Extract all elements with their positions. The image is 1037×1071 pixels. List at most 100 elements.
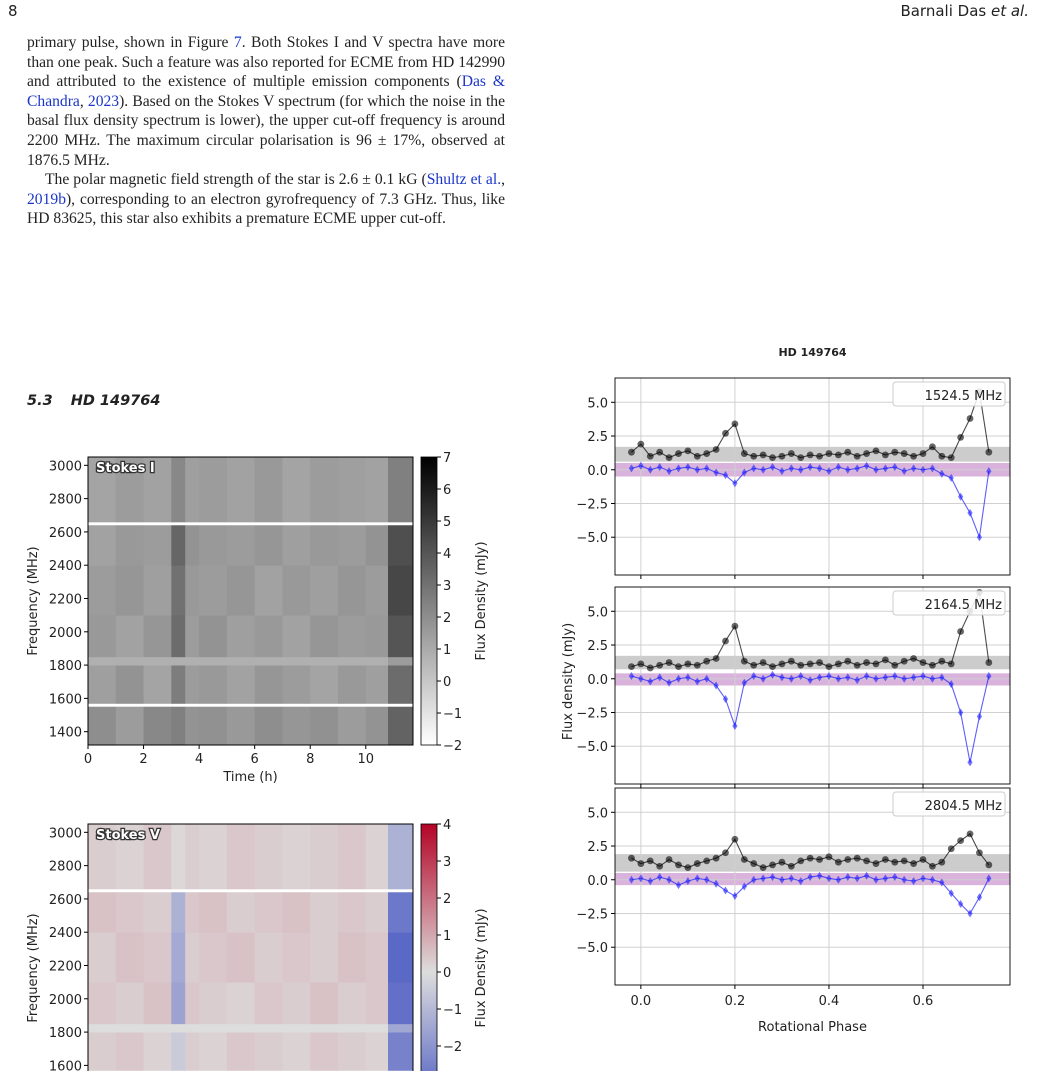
data-point bbox=[911, 464, 917, 473]
heatmap-cell bbox=[226, 892, 256, 933]
data-point bbox=[911, 673, 917, 682]
data-point bbox=[628, 663, 635, 671]
data-point bbox=[722, 429, 729, 437]
data-point bbox=[919, 659, 927, 666]
data-point bbox=[665, 856, 673, 863]
citation-link[interactable]: Shultz et al. bbox=[426, 171, 502, 189]
data-point bbox=[947, 660, 955, 668]
heatmap-cell bbox=[282, 1032, 311, 1071]
y-tick-label: 1800 bbox=[49, 659, 82, 674]
heatmap-cell bbox=[171, 457, 186, 523]
data-point bbox=[881, 656, 889, 664]
data-point bbox=[863, 461, 870, 470]
chart-title: HD 149764 bbox=[778, 346, 846, 359]
citation-link[interactable]: 2023 bbox=[87, 92, 120, 110]
colorbar bbox=[420, 823, 438, 1071]
data-point bbox=[712, 655, 720, 662]
data-point bbox=[938, 657, 946, 665]
citation-link[interactable]: 7 bbox=[233, 34, 242, 51]
citation-link[interactable]: 2019b bbox=[27, 190, 66, 208]
data-point bbox=[873, 875, 879, 884]
data-point bbox=[825, 663, 833, 671]
data-point bbox=[712, 854, 720, 862]
heatmap-cell bbox=[185, 1023, 200, 1033]
panel-label: Stokes V bbox=[96, 828, 160, 843]
x-tick-label: 4 bbox=[195, 752, 203, 767]
data-point bbox=[797, 857, 805, 865]
data-point bbox=[816, 673, 823, 682]
data-point bbox=[976, 849, 983, 857]
heatmap-cell bbox=[88, 457, 117, 523]
data-point bbox=[693, 452, 701, 460]
y-tick-label: 2000 bbox=[49, 626, 82, 641]
heatmap-cell bbox=[282, 457, 311, 523]
data-point bbox=[939, 469, 945, 478]
data-point bbox=[685, 877, 691, 886]
heatmap-cell bbox=[199, 932, 228, 983]
colorbar-tick-label: 0 bbox=[443, 675, 451, 690]
data-point bbox=[628, 464, 635, 473]
data-point bbox=[967, 909, 973, 918]
data-point bbox=[919, 856, 927, 863]
heatmap-cell bbox=[171, 1032, 186, 1071]
data-point bbox=[901, 467, 907, 476]
citation-link[interactable]: Das & Chandra bbox=[27, 73, 506, 110]
heatmap-cell bbox=[338, 615, 367, 658]
y-tick-label: −2.5 bbox=[576, 497, 608, 512]
data-point bbox=[900, 450, 908, 457]
heatmap-cell bbox=[88, 665, 117, 704]
data-point bbox=[853, 854, 861, 862]
data-point bbox=[628, 875, 635, 884]
y-tick-label: 2000 bbox=[49, 993, 82, 1008]
heatmap-cell bbox=[365, 615, 389, 658]
data-point bbox=[713, 879, 719, 888]
heatmap-cell bbox=[338, 892, 367, 933]
data-point bbox=[806, 854, 814, 862]
data-point bbox=[675, 861, 682, 869]
data-point bbox=[844, 448, 852, 456]
data-point bbox=[929, 464, 936, 473]
heatmap-cell bbox=[365, 665, 389, 704]
y-tick-label: 2800 bbox=[49, 860, 82, 875]
heatmap-cell bbox=[115, 932, 144, 983]
y-tick-label: 2600 bbox=[49, 893, 82, 908]
data-point bbox=[853, 661, 861, 669]
heatmap-cell bbox=[226, 824, 256, 890]
data-point bbox=[826, 874, 832, 883]
heatmap-cell bbox=[254, 1032, 283, 1071]
heatmap-cell bbox=[226, 1032, 256, 1071]
data-point bbox=[788, 674, 794, 683]
data-point bbox=[797, 661, 805, 669]
data-point bbox=[985, 448, 993, 456]
heatmap-cell bbox=[226, 525, 256, 566]
heatmap-cell bbox=[143, 706, 172, 746]
data-point bbox=[816, 452, 823, 460]
data-point bbox=[656, 862, 664, 870]
data-point bbox=[759, 864, 767, 872]
data-point bbox=[779, 467, 785, 476]
y-tick-label: 5.0 bbox=[587, 806, 608, 821]
heatmap-cell bbox=[171, 932, 186, 983]
heatmap-cell bbox=[199, 1023, 228, 1033]
heatmap-cell bbox=[282, 932, 311, 983]
data-point bbox=[900, 657, 908, 665]
data-point bbox=[957, 433, 965, 441]
data-point bbox=[985, 861, 993, 869]
heatmap-cell bbox=[143, 1023, 172, 1033]
data-point bbox=[948, 889, 954, 898]
data-point bbox=[958, 492, 964, 501]
data-point bbox=[628, 854, 635, 862]
data-point bbox=[834, 660, 842, 668]
y-tick-label: 0.0 bbox=[587, 874, 608, 889]
data-point bbox=[806, 451, 814, 459]
heatmap-cell bbox=[88, 706, 117, 746]
heatmap-cell bbox=[115, 615, 144, 658]
heatmap-cell bbox=[88, 1032, 117, 1071]
heatmap-cell bbox=[226, 1023, 256, 1033]
heatmap-cell bbox=[310, 824, 339, 890]
data-point bbox=[779, 875, 785, 884]
data-point bbox=[666, 875, 672, 884]
data-point bbox=[712, 446, 720, 453]
colorbar-tick-label: 3 bbox=[443, 579, 451, 594]
data-point bbox=[966, 415, 974, 422]
